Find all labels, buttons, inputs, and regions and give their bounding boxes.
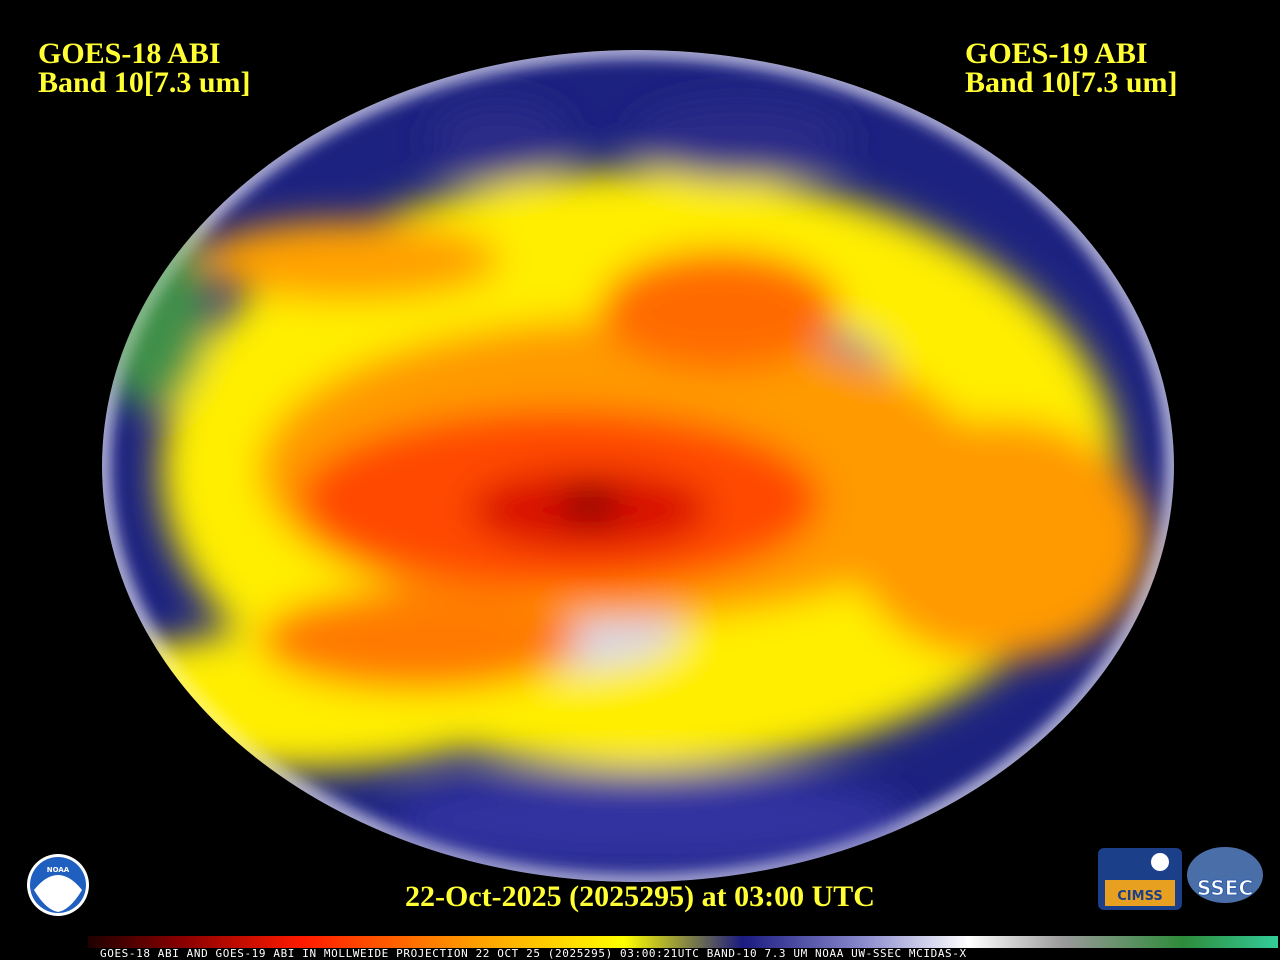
cimss-label: CIMSS xyxy=(1117,889,1162,904)
noaa-logo: NOAA xyxy=(27,854,89,916)
ssec-label: SSEC xyxy=(1197,876,1253,900)
color-bar xyxy=(88,936,1278,948)
cimss-logo: CIMSS xyxy=(1098,848,1182,910)
globe xyxy=(102,50,1174,882)
right-title: GOES-19 ABI xyxy=(965,37,1148,70)
right-subtitle: Band 10[7.3 um] xyxy=(965,66,1178,99)
noaa-label: NOAA xyxy=(47,866,70,874)
left-subtitle: Band 10[7.3 um] xyxy=(38,66,251,99)
ssec-logo: SSEC xyxy=(1187,847,1263,903)
timestamp: 22-Oct-2025 (2025295) at 03:00 UTC xyxy=(405,880,875,913)
left-title: GOES-18 ABI xyxy=(38,37,221,70)
footer-caption: GOES-18 ABI AND GOES-19 ABI IN MOLLWEIDE… xyxy=(100,947,967,960)
